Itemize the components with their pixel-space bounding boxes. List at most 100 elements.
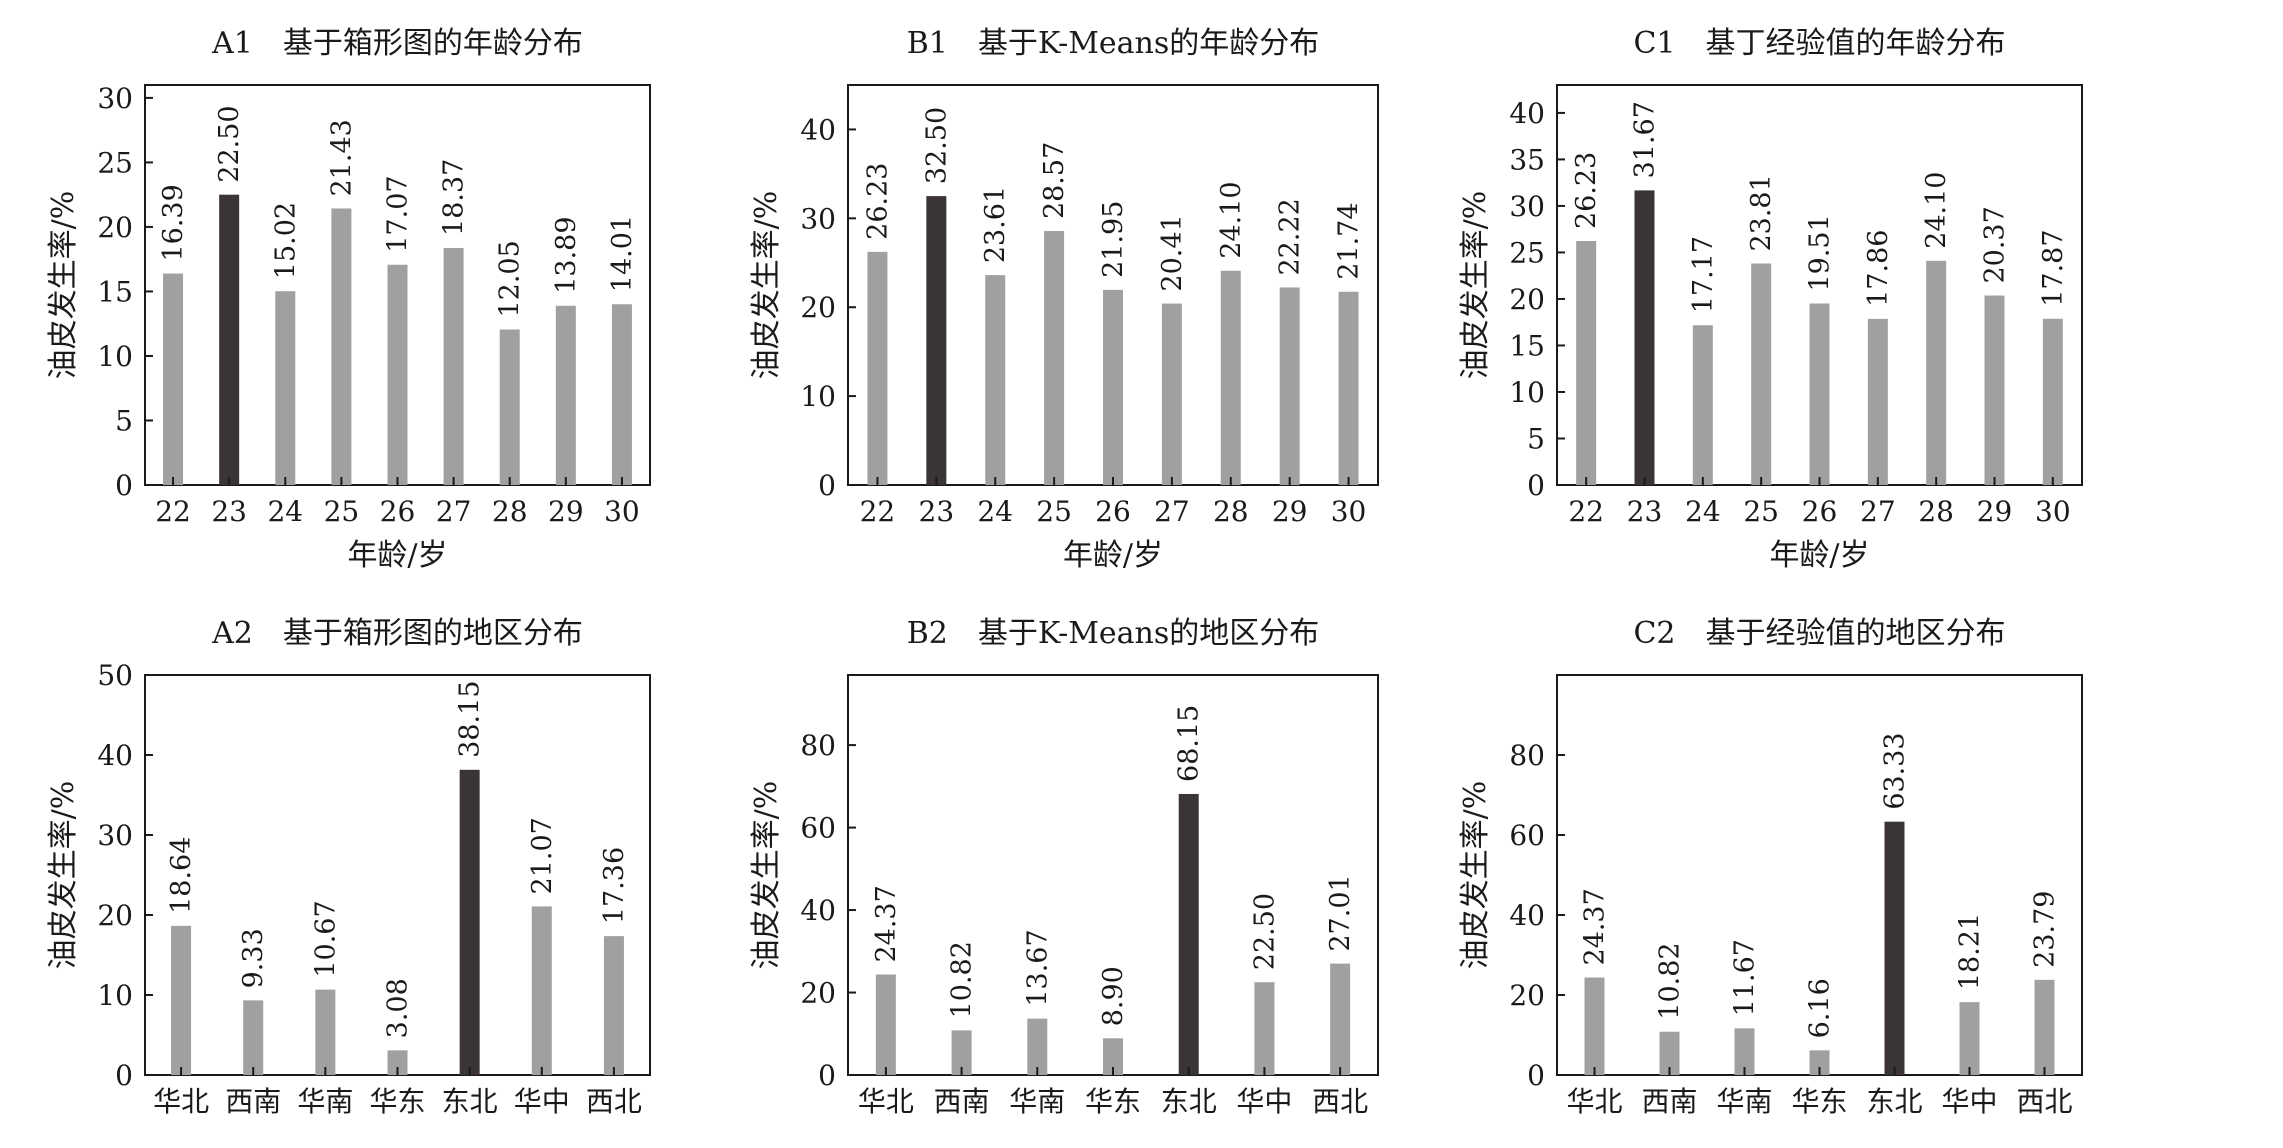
x-tick-label: 29 xyxy=(548,495,584,528)
bar-27 xyxy=(1867,318,1888,485)
y-tick-label: 10 xyxy=(97,979,133,1012)
data-label: 23.81 xyxy=(1746,174,1777,251)
y-tick-label: 20 xyxy=(1509,283,1545,316)
x-tick-label: 华北 xyxy=(858,1085,914,1118)
x-tick-label: 西北 xyxy=(586,1085,642,1118)
y-tick-label: 10 xyxy=(97,340,133,373)
y-tick-label: 60 xyxy=(1509,819,1545,852)
x-tick-label: 30 xyxy=(1331,495,1367,528)
data-label: 17.07 xyxy=(383,175,414,252)
data-label: 32.50 xyxy=(921,107,952,184)
chart-panel-5: B2 基于K-Means的地区分布 0 20 40 60 80 油皮发生率/% 华北 24.37… xyxy=(749,616,1379,1118)
x-tick-label: 西南 xyxy=(934,1085,990,1118)
data-label: 15.02 xyxy=(270,202,301,279)
bar-24 xyxy=(275,291,296,485)
data-label: 24.10 xyxy=(1216,181,1247,258)
chart-title: B1 基于K-Means的年龄分布 xyxy=(907,26,1320,61)
y-tick-label: 25 xyxy=(97,146,133,179)
x-tick-label: 华南 xyxy=(297,1085,353,1118)
bar-东北 xyxy=(1884,821,1905,1075)
bar-24 xyxy=(985,275,1006,485)
x-tick-label: 25 xyxy=(1743,495,1779,528)
bar-26 xyxy=(1103,289,1123,485)
y-tick-label: 20 xyxy=(800,291,836,324)
data-label: 18.37 xyxy=(439,159,470,236)
x-tick-label: 22 xyxy=(1568,495,1604,528)
x-tick-label: 28 xyxy=(1213,495,1249,528)
x-tick-label: 25 xyxy=(1036,495,1072,528)
bar-23 xyxy=(219,194,240,485)
x-axis-label: 年龄/岁 xyxy=(1769,538,1869,573)
y-tick-label: 0 xyxy=(818,1059,836,1092)
chart-panel-4: A2 基于箱形图的地区分布 0 10 20 30 40 50 油皮发生率/% 华北 18.64 西南… xyxy=(46,616,651,1118)
data-label: 26.23 xyxy=(862,163,893,240)
x-tick-label: 西南 xyxy=(1641,1085,1697,1118)
y-tick-label: 30 xyxy=(97,82,133,115)
bar-西南 xyxy=(951,1030,972,1075)
x-tick-label: 华南 xyxy=(1716,1085,1772,1118)
x-tick-label: 26 xyxy=(1802,495,1838,528)
data-label: 24.37 xyxy=(1580,888,1611,965)
bar-25 xyxy=(331,208,352,485)
x-tick-label: 24 xyxy=(267,495,303,528)
y-tick-label: 0 xyxy=(115,1059,133,1092)
bar-22 xyxy=(1576,241,1597,485)
bar-24 xyxy=(1692,325,1713,485)
x-tick-label: 东北 xyxy=(1161,1085,1217,1118)
y-tick-label: 60 xyxy=(800,812,836,845)
data-label: 16.39 xyxy=(158,184,189,261)
y-axis-label: 油皮发生率/% xyxy=(1458,191,1493,380)
x-tick-label: 28 xyxy=(492,495,528,528)
x-tick-label: 西北 xyxy=(1312,1085,1368,1118)
bar-华中 xyxy=(531,906,552,1075)
y-tick-label: 50 xyxy=(97,659,133,692)
y-tick-label: 30 xyxy=(800,202,836,235)
data-label: 63.33 xyxy=(1880,732,1911,809)
x-tick-label: 26 xyxy=(380,495,416,528)
y-tick-label: 0 xyxy=(818,469,836,502)
data-label: 18.64 xyxy=(166,837,197,914)
x-tick-label: 华中 xyxy=(514,1085,570,1118)
y-tick-label: 20 xyxy=(97,211,133,244)
data-label: 24.37 xyxy=(871,885,902,962)
y-axis-label: 油皮发生率/% xyxy=(749,781,784,970)
y-tick-label: 80 xyxy=(1509,739,1545,772)
bar-26 xyxy=(1809,303,1830,485)
x-tick-label: 华南 xyxy=(1009,1085,1065,1118)
y-tick-label: 40 xyxy=(97,739,133,772)
bar-华中 xyxy=(1254,982,1275,1075)
data-label: 8.90 xyxy=(1098,966,1129,1026)
chart-title: B2 基于K-Means的地区分布 xyxy=(907,616,1320,651)
chart-title: A2 基于箱形图的地区分布 xyxy=(211,616,583,651)
y-tick-label: 40 xyxy=(1509,899,1545,932)
bar-23 xyxy=(1634,190,1655,485)
data-label: 27.01 xyxy=(1325,874,1356,951)
x-tick-label: 29 xyxy=(1977,495,2013,528)
y-tick-label: 5 xyxy=(1527,422,1545,455)
y-tick-label: 0 xyxy=(115,469,133,502)
x-tick-label: 华北 xyxy=(1566,1085,1622,1118)
y-tick-label: 30 xyxy=(97,819,133,852)
bar-30 xyxy=(1338,291,1359,485)
data-label: 23.79 xyxy=(2030,891,2061,968)
y-tick-label: 20 xyxy=(97,899,133,932)
data-label: 21.43 xyxy=(326,119,357,196)
bar-东北 xyxy=(1178,793,1199,1075)
y-tick-label: 25 xyxy=(1509,236,1545,269)
x-tick-label: 华中 xyxy=(1941,1085,1997,1118)
data-label: 6.16 xyxy=(1805,978,1836,1038)
bar-25 xyxy=(1751,263,1772,485)
bar-西北 xyxy=(1330,963,1351,1075)
data-label: 24.10 xyxy=(1921,172,1952,249)
bar-西北 xyxy=(2034,979,2055,1075)
bar-华东 xyxy=(387,1050,408,1075)
x-tick-label: 23 xyxy=(1627,495,1663,528)
x-tick-label: 27 xyxy=(436,495,472,528)
bar-华中 xyxy=(1959,1002,1980,1075)
data-label: 10.67 xyxy=(310,900,341,977)
bar-华东 xyxy=(1103,1038,1123,1075)
x-tick-label: 30 xyxy=(2035,495,2071,528)
y-tick-label: 40 xyxy=(800,894,836,927)
data-label: 17.86 xyxy=(1863,230,1894,307)
data-label: 28.57 xyxy=(1039,142,1070,219)
